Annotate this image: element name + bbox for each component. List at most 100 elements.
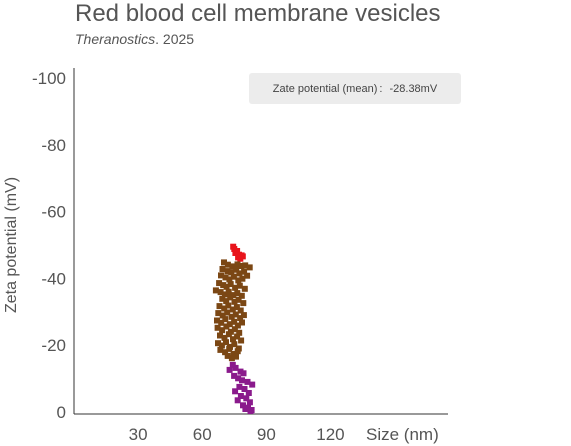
data-point bbox=[241, 268, 248, 275]
data-point bbox=[219, 266, 226, 272]
data-point bbox=[237, 315, 244, 322]
data-point bbox=[244, 272, 251, 279]
data-point bbox=[234, 333, 241, 340]
x-tick-label: 120 bbox=[316, 425, 344, 444]
y-tick-label: 0 bbox=[57, 403, 66, 422]
data-point bbox=[242, 262, 249, 269]
data-point bbox=[226, 276, 233, 283]
data-point bbox=[221, 305, 228, 312]
data-point bbox=[238, 337, 245, 344]
data-point bbox=[219, 295, 226, 302]
data-point bbox=[214, 317, 220, 324]
y-tick-label: -100 bbox=[32, 69, 66, 88]
mean-zeta-separator: : bbox=[379, 82, 383, 95]
subtitle-year: . 2025 bbox=[155, 31, 195, 47]
data-point bbox=[225, 331, 232, 338]
data-point bbox=[222, 349, 229, 356]
x-tick-label: 60 bbox=[193, 425, 212, 444]
data-point bbox=[221, 291, 228, 298]
data-point bbox=[239, 319, 245, 326]
data-point bbox=[219, 327, 226, 334]
data-point bbox=[243, 395, 250, 402]
data-point bbox=[230, 336, 236, 343]
data-point bbox=[240, 370, 247, 377]
data-point bbox=[223, 283, 230, 290]
data-point bbox=[221, 334, 228, 341]
data-point bbox=[246, 264, 253, 271]
x-tick-label: 90 bbox=[257, 425, 276, 444]
data-point bbox=[234, 397, 241, 404]
data-point bbox=[235, 375, 242, 382]
data-point bbox=[233, 266, 240, 273]
data-point bbox=[214, 324, 221, 331]
x-axis-label: Size (nm) bbox=[366, 425, 439, 444]
data-point bbox=[237, 393, 244, 399]
data-point bbox=[217, 332, 223, 339]
mean-zeta-label: Zate potential (mean) bbox=[272, 82, 378, 95]
data-point bbox=[242, 406, 249, 412]
data-point bbox=[230, 292, 237, 299]
data-point bbox=[230, 273, 237, 280]
axes bbox=[73, 68, 448, 415]
data-point bbox=[249, 381, 256, 388]
data-point bbox=[231, 318, 238, 325]
data-point bbox=[217, 346, 224, 353]
data-point bbox=[223, 339, 229, 346]
data-point bbox=[221, 259, 227, 266]
data-point bbox=[231, 341, 238, 348]
data-point bbox=[244, 378, 251, 385]
data-point bbox=[226, 321, 233, 328]
data-point bbox=[224, 309, 231, 316]
data-point bbox=[218, 342, 225, 349]
y-tick-label: -20 bbox=[41, 336, 66, 355]
data-point bbox=[212, 287, 219, 294]
data-point bbox=[231, 372, 238, 379]
data-point bbox=[223, 323, 230, 330]
data-point bbox=[241, 386, 248, 392]
data-points bbox=[212, 243, 256, 414]
data-point bbox=[234, 290, 241, 297]
data-point bbox=[240, 402, 246, 409]
data-point bbox=[245, 390, 252, 396]
data-point bbox=[226, 345, 233, 352]
data-point bbox=[228, 313, 235, 320]
data-point bbox=[217, 289, 224, 296]
data-point bbox=[229, 306, 236, 313]
data-point bbox=[227, 281, 234, 288]
data-point bbox=[234, 261, 241, 268]
data-point bbox=[234, 348, 241, 355]
data-point bbox=[246, 399, 253, 406]
data-point bbox=[234, 322, 241, 329]
data-point bbox=[237, 307, 244, 314]
data-point bbox=[232, 250, 239, 256]
mean-zeta-value: -28.38mV bbox=[389, 82, 438, 95]
data-point bbox=[227, 294, 234, 301]
data-point bbox=[220, 282, 227, 289]
y-tick-labels: 0 -20 -40 -60 -80 -100 bbox=[32, 69, 66, 422]
data-point bbox=[239, 275, 246, 282]
data-point bbox=[216, 303, 223, 310]
data-point bbox=[215, 310, 222, 317]
data-point bbox=[247, 408, 254, 414]
data-point bbox=[223, 298, 230, 305]
data-point bbox=[239, 377, 245, 384]
data-point bbox=[232, 388, 239, 395]
data-point bbox=[224, 268, 231, 275]
data-point bbox=[238, 292, 245, 299]
data-point bbox=[236, 282, 243, 289]
data-point bbox=[235, 277, 242, 284]
data-point bbox=[222, 274, 229, 281]
subtitle-journal: Theranostics bbox=[75, 31, 156, 47]
data-point bbox=[236, 329, 243, 336]
data-point bbox=[233, 304, 240, 311]
data-point bbox=[228, 269, 235, 276]
data-point bbox=[218, 272, 224, 279]
data-point bbox=[218, 319, 225, 326]
data-point bbox=[233, 353, 239, 360]
data-point bbox=[216, 280, 223, 287]
data-point bbox=[224, 261, 231, 268]
chart-title: Red blood cell membrane vesicles bbox=[75, 0, 441, 27]
data-point bbox=[229, 263, 236, 270]
data-point bbox=[240, 312, 247, 319]
